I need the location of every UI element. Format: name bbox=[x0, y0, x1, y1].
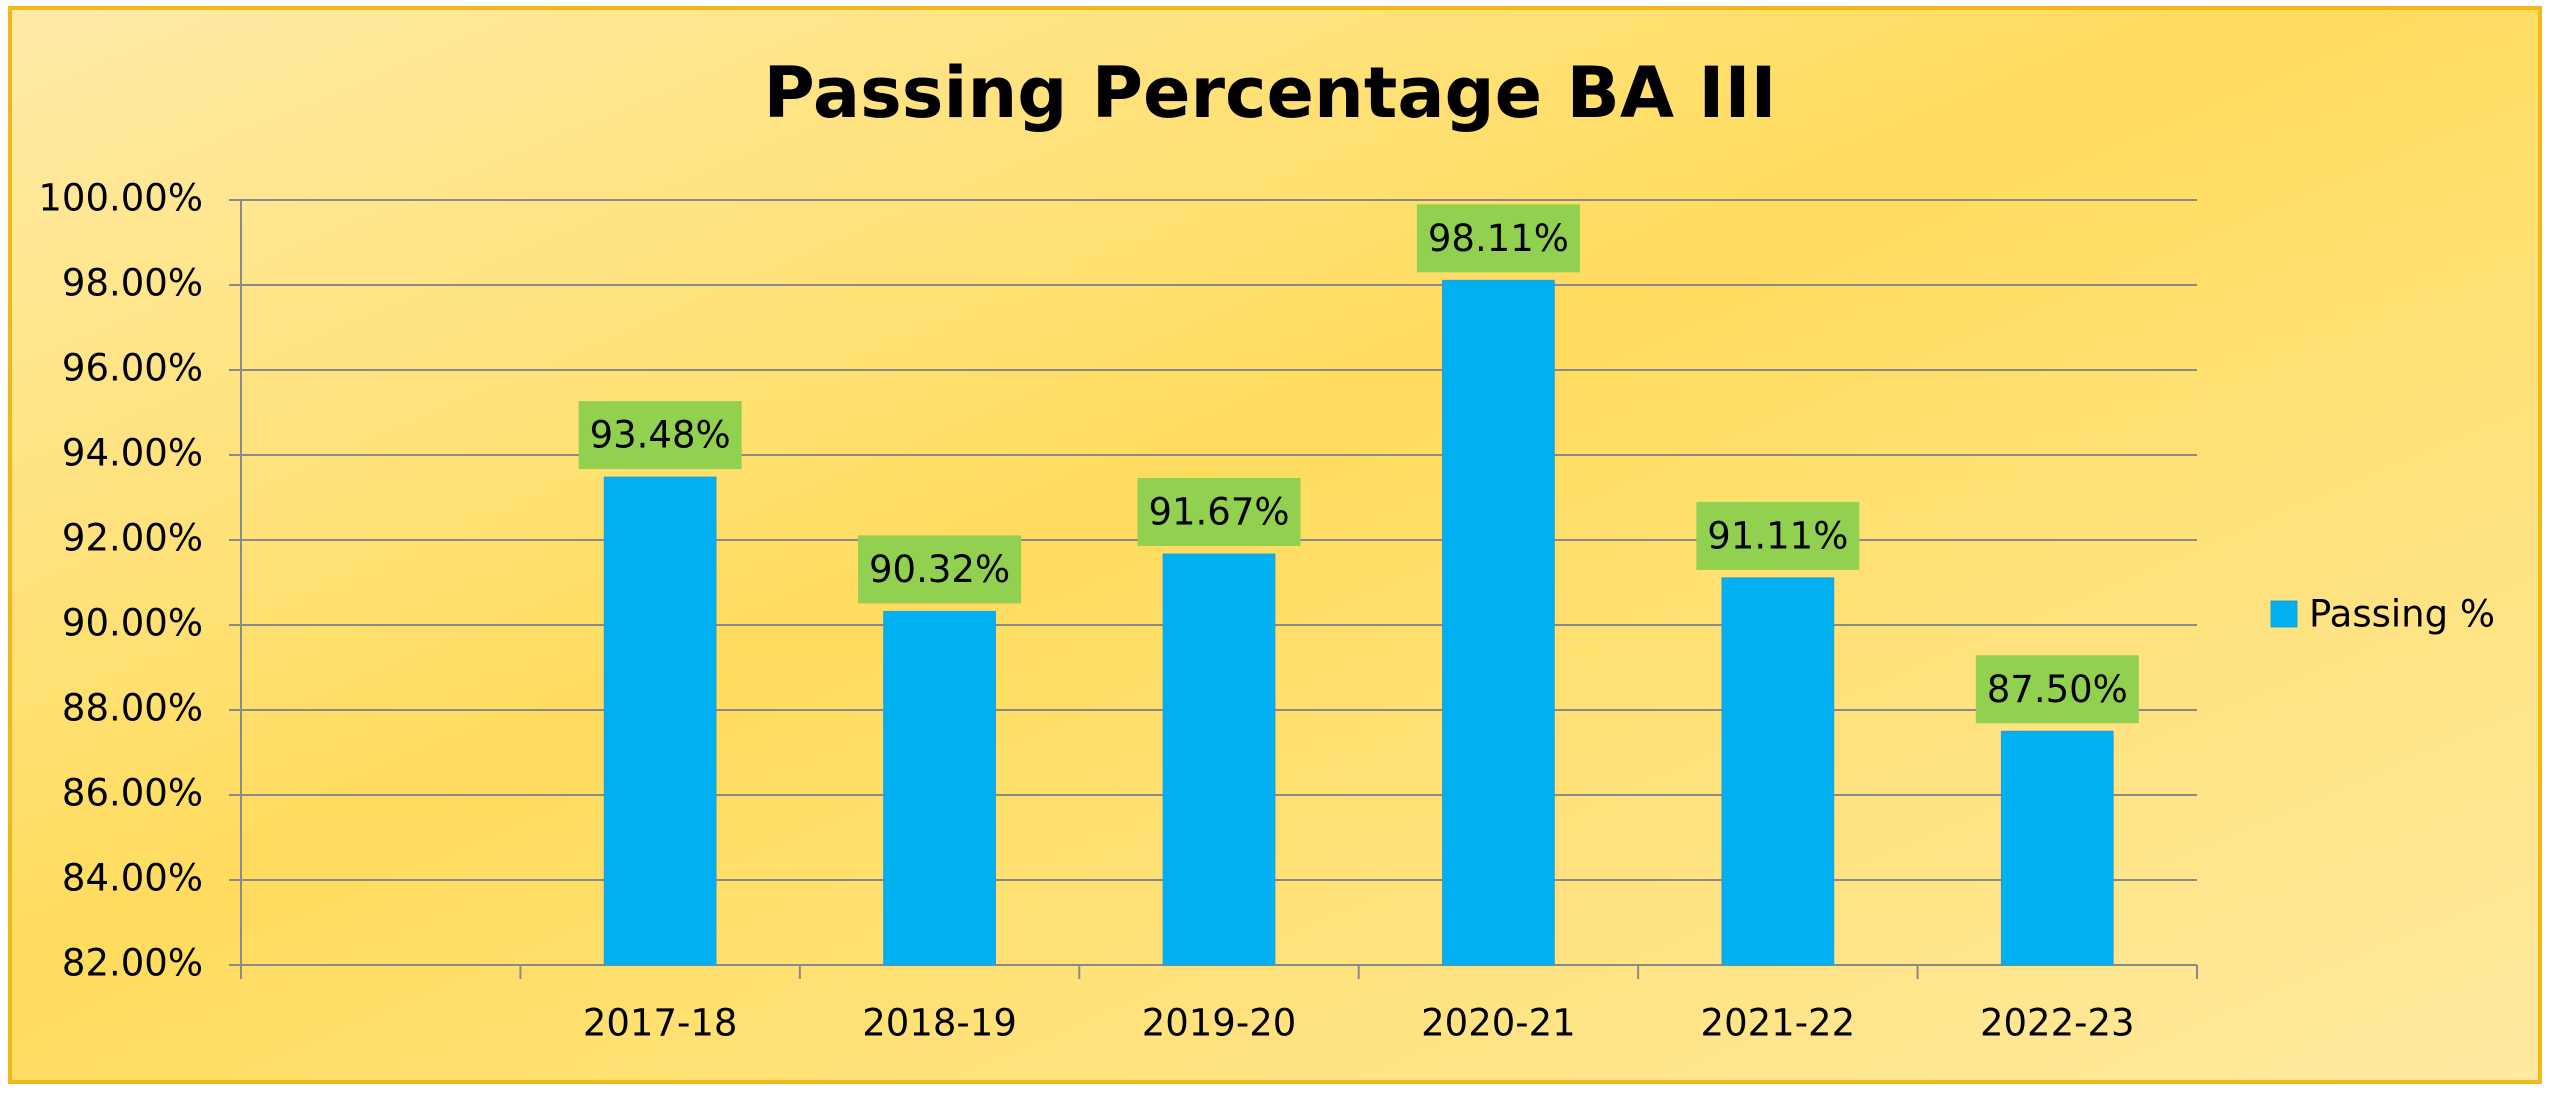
value-label-box bbox=[1416, 204, 1580, 273]
value-label: 98.11% bbox=[1428, 217, 1569, 260]
value-label-box bbox=[1696, 501, 1860, 570]
x-tick-label: 2020-21 bbox=[1421, 1002, 1576, 1045]
x-tick-label: 2022-23 bbox=[1980, 1002, 2135, 1045]
value-label-box bbox=[1975, 655, 2139, 724]
y-tick-label: 100.00% bbox=[38, 177, 203, 220]
y-tick-label: 92.00% bbox=[62, 517, 203, 560]
bar bbox=[2000, 730, 2114, 966]
value-label: 91.67% bbox=[1148, 491, 1289, 534]
legend-swatch bbox=[2270, 600, 2298, 628]
x-tick-label: 2018-19 bbox=[862, 1002, 1017, 1045]
bar bbox=[1162, 553, 1276, 966]
x-tick-label: 2019-20 bbox=[1142, 1002, 1297, 1045]
bar bbox=[1442, 279, 1555, 966]
legend-label: Passing % bbox=[2309, 593, 2495, 636]
value-label-box bbox=[1137, 478, 1301, 547]
value-label: 93.48% bbox=[590, 414, 731, 457]
chart-title: Passing Percentage BA III bbox=[763, 52, 1776, 134]
value-label-box bbox=[578, 401, 742, 470]
y-tick-label: 82.00% bbox=[62, 942, 203, 985]
y-tick-label: 90.00% bbox=[62, 602, 203, 645]
value-label: 90.32% bbox=[869, 548, 1010, 591]
y-tick-label: 88.00% bbox=[62, 687, 203, 730]
value-label: 87.50% bbox=[1987, 668, 2128, 711]
x-tick-label: 2021-22 bbox=[1701, 1002, 1856, 1045]
y-tick-label: 84.00% bbox=[62, 857, 203, 900]
bar bbox=[883, 610, 996, 966]
value-label-box bbox=[858, 535, 1022, 604]
bar bbox=[603, 476, 717, 966]
y-tick-label: 86.00% bbox=[62, 772, 203, 815]
x-tick-label: 2017-18 bbox=[583, 1002, 738, 1045]
bar bbox=[1721, 577, 1835, 966]
y-tick-label: 94.00% bbox=[62, 432, 203, 475]
y-tick-label: 98.00% bbox=[62, 262, 203, 305]
y-tick-label: 96.00% bbox=[62, 347, 203, 390]
value-label: 91.11% bbox=[1707, 514, 1848, 557]
